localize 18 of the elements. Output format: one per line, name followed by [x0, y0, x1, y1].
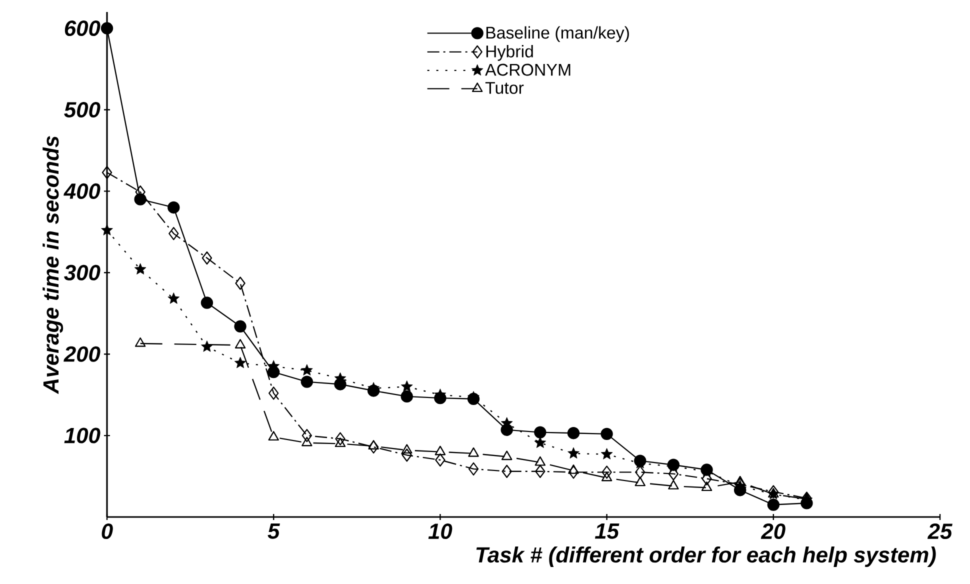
x-axis-title: Task # (different order for each help system): [476, 546, 936, 567]
legend-label: Hybrid: [486, 45, 533, 61]
legend-label: Baseline (man/key): [486, 26, 629, 42]
x-tick-label: 25: [927, 524, 952, 540]
x-tick-label: 5: [268, 524, 280, 539]
legend-label: ACRONYM: [485, 64, 570, 76]
y-tick-label: 200: [64, 346, 100, 362]
x-tick-label: 0: [102, 524, 113, 540]
y-tick-label: 400: [64, 183, 100, 199]
legend-label: Tutor: [485, 82, 524, 94]
y-tick-label: 500: [64, 102, 100, 118]
y-tick-label: 600: [64, 20, 100, 36]
y-axis-title: Average time in seconds: [42, 136, 64, 394]
x-tick-label: 15: [594, 524, 620, 539]
y-tick-label: 300: [64, 264, 100, 280]
y-tick-label: 100: [64, 428, 100, 444]
x-tick-label: 20: [760, 524, 786, 540]
x-tick-label: 10: [428, 524, 452, 540]
